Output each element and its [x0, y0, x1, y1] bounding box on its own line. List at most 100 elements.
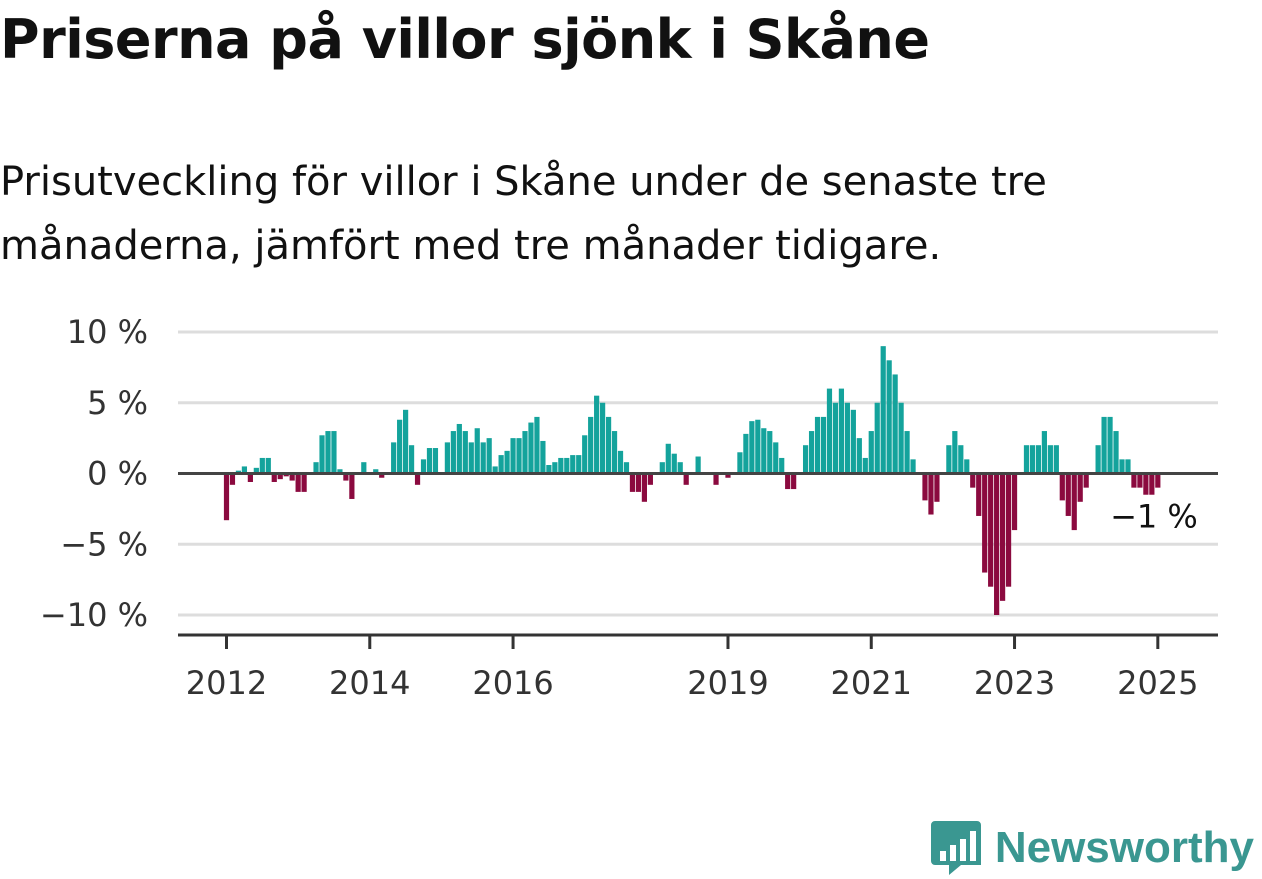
bar — [826, 388, 833, 474]
bar — [420, 459, 427, 474]
bar — [713, 473, 719, 485]
bar — [331, 431, 337, 474]
y-tick-label: 0 % — [87, 455, 148, 493]
bar — [546, 465, 552, 474]
bar — [1155, 473, 1161, 488]
bar — [1000, 473, 1006, 601]
bar — [1059, 473, 1065, 501]
bar — [791, 473, 797, 490]
bar — [516, 438, 522, 474]
bar — [570, 455, 576, 474]
bar — [958, 445, 964, 474]
bar — [1053, 445, 1059, 474]
bar — [785, 473, 791, 490]
bar — [361, 462, 367, 474]
bar — [671, 453, 677, 474]
bar — [605, 416, 612, 474]
bar — [1035, 445, 1042, 474]
bar — [271, 473, 277, 482]
bar — [558, 457, 564, 474]
bar — [677, 462, 683, 474]
bar — [1077, 473, 1083, 502]
bar — [982, 473, 988, 573]
bar — [325, 431, 331, 474]
bar — [862, 457, 868, 474]
bar — [426, 448, 433, 474]
bar — [1143, 473, 1149, 495]
bar — [964, 459, 970, 474]
bar — [850, 409, 856, 474]
y-tick-label: −10 % — [40, 596, 148, 634]
bar — [564, 457, 570, 474]
bar — [1071, 473, 1077, 531]
bar — [994, 473, 1000, 615]
bar — [946, 445, 952, 474]
bar — [319, 435, 325, 474]
bar — [241, 466, 248, 474]
bar — [408, 445, 415, 474]
bar — [892, 374, 898, 474]
bar — [641, 473, 647, 502]
bar — [540, 440, 546, 474]
bar — [397, 419, 403, 474]
bar — [665, 443, 671, 474]
bar — [1149, 473, 1155, 495]
bar — [253, 467, 259, 474]
bar — [868, 431, 874, 474]
bar — [486, 438, 492, 474]
bar-series — [223, 346, 1161, 615]
bar — [832, 402, 839, 474]
bar — [1113, 431, 1119, 474]
bar — [444, 442, 450, 474]
bar — [617, 450, 624, 474]
bar — [403, 409, 409, 474]
bar — [647, 473, 653, 485]
bar — [588, 416, 594, 474]
x-tick-label: 2012 — [186, 664, 267, 702]
bar — [952, 431, 958, 474]
bar — [988, 473, 994, 587]
bar — [259, 457, 265, 474]
bar — [504, 450, 510, 474]
x-tick-label: 2014 — [329, 664, 410, 702]
bar — [289, 473, 295, 481]
bar — [761, 428, 767, 474]
bar — [528, 422, 534, 474]
bar — [1083, 473, 1089, 488]
y-tick-label: 5 % — [87, 384, 148, 422]
x-tick-label: 2019 — [687, 664, 768, 702]
bar — [838, 388, 845, 474]
bar — [474, 428, 480, 474]
x-tick-label: 2021 — [831, 664, 912, 702]
bar — [1065, 473, 1071, 516]
bar — [737, 452, 743, 474]
bar — [1029, 445, 1036, 474]
bar — [659, 462, 665, 474]
tick-labels: 10 % 5 % 0 % −5 % −10 % 2012 2014 2016 2019 2021 2… — [40, 313, 1199, 702]
bar — [313, 462, 319, 474]
bar — [844, 402, 850, 474]
bar — [301, 473, 307, 492]
bar — [970, 473, 976, 488]
bar — [1023, 445, 1030, 474]
bar — [576, 455, 582, 474]
bar — [534, 416, 540, 474]
newsworthy-logo-icon — [930, 821, 981, 875]
bar — [552, 462, 558, 474]
end-value-label: −1 % — [1110, 498, 1198, 536]
brand-logo[interactable]: Newsworthy — [930, 821, 1254, 875]
bar — [247, 473, 253, 482]
bar — [480, 442, 486, 474]
bar — [468, 442, 474, 474]
bar — [1137, 473, 1143, 488]
bar — [934, 473, 940, 502]
y-tick-label: 10 % — [67, 313, 148, 351]
x-tick-label: 2025 — [1117, 664, 1198, 702]
bar — [910, 459, 916, 474]
bar — [767, 431, 773, 474]
bar — [856, 438, 862, 474]
bar — [1041, 431, 1047, 474]
bar — [814, 416, 821, 474]
brand-name: Newsworthy — [994, 823, 1254, 872]
bar — [886, 360, 892, 474]
